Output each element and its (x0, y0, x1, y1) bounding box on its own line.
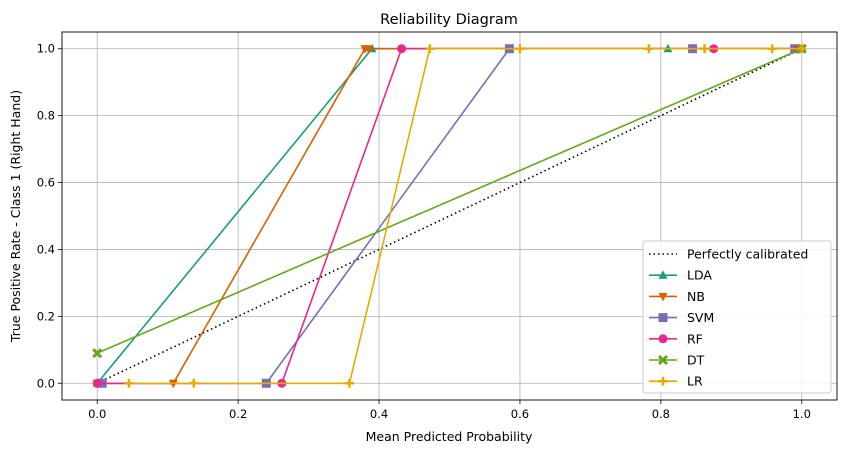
legend-marker (658, 334, 668, 344)
legend-marker (658, 376, 668, 386)
legend-marker (658, 292, 668, 302)
y-tick-label: 0.0 (37, 376, 55, 390)
legend-label: NB (687, 289, 705, 304)
x-axis: 0.0 0.2 0.4 0.6 0.8 1.0 (88, 400, 811, 421)
x-tick-label: 0.4 (370, 407, 388, 421)
series-lr-point (124, 378, 134, 388)
series-lr-point (189, 378, 199, 388)
legend: Perfectly calibrated LDA NB SVM RF DT LR (642, 240, 832, 394)
legend-box (642, 240, 832, 394)
legend-label: RF (687, 331, 703, 346)
series-lr-point (644, 44, 654, 54)
legend-item: RF (649, 331, 703, 346)
plot-frame (61, 31, 838, 401)
legend-marker (658, 313, 668, 323)
legend-label: DT (687, 353, 705, 368)
series-dt-point (92, 348, 103, 359)
series-dt-line (96, 47, 803, 354)
y-tick-label: 0.8 (37, 109, 55, 123)
legend-item: LDA (649, 268, 712, 283)
x-tick-label: 0.8 (652, 407, 670, 421)
series-lr-point (767, 44, 777, 54)
legend-label: LR (687, 374, 703, 389)
legend-item: Perfectly calibrated (649, 247, 808, 262)
series-lr-point (797, 44, 807, 54)
series-lr-point (700, 44, 710, 54)
legend-label: Perfectly calibrated (687, 247, 808, 262)
legend-label: SVM (687, 310, 714, 325)
y-axis-label: True Positive Rate - Class 1 (Right Hand… (8, 90, 23, 343)
y-tick-label: 0.4 (37, 242, 55, 256)
legend-item: DT (649, 353, 705, 368)
series-rf-point (92, 378, 102, 388)
series-lr-point (344, 378, 354, 388)
x-tick-label: 0.0 (88, 407, 106, 421)
series-lr-point (515, 44, 525, 54)
series-layer (92, 43, 807, 389)
y-tick-label: 0.2 (37, 309, 55, 323)
series-lr (124, 44, 807, 388)
legend-marker (658, 270, 668, 279)
legend-marker (657, 354, 669, 366)
series-lr-point (425, 44, 435, 54)
y-tick-label: 1.0 (37, 42, 55, 56)
legend-item: NB (649, 289, 705, 304)
legend-label: LDA (687, 268, 712, 283)
series-nb-point (363, 45, 373, 54)
x-tick-label: 0.6 (511, 407, 529, 421)
legend-item: LR (649, 374, 703, 389)
y-axis: 0.0 0.2 0.4 0.6 0.8 1.0 (37, 42, 62, 390)
legend-item: SVM (649, 310, 714, 325)
x-tick-label: 1.0 (793, 407, 811, 421)
x-tick-label: 0.2 (229, 407, 247, 421)
chart-title: Reliability Diagram (380, 12, 518, 28)
x-axis-label: Mean Predicted Probability (366, 429, 533, 444)
y-tick-label: 0.6 (37, 176, 55, 190)
series-rf-point (397, 44, 407, 54)
